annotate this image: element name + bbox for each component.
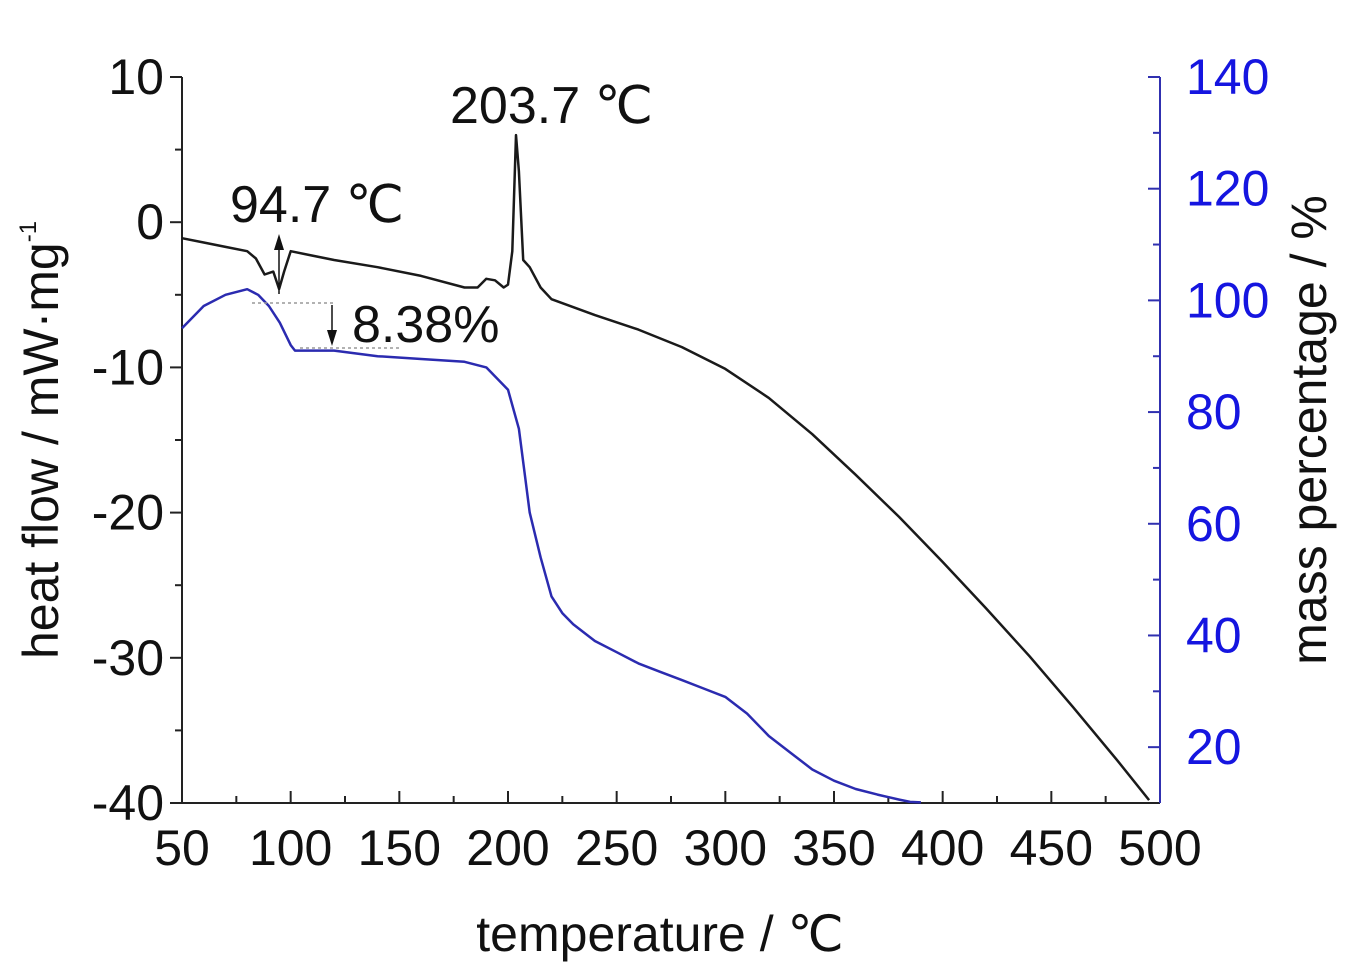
right-y-tick-label: 100: [1186, 272, 1269, 328]
left-y-tick-label: -30: [92, 630, 164, 686]
x-tick-label: 200: [466, 820, 549, 876]
x-tick-label: 300: [684, 820, 767, 876]
x-tick-label: 450: [1010, 820, 1093, 876]
right-y-tick-label: 80: [1186, 384, 1242, 440]
mass-percentage-series-line: [181, 287, 921, 804]
left-y-axis-title: heat flow / mW·mg-1: [13, 221, 69, 659]
x-tick-label: 100: [249, 820, 332, 876]
x-tick-label: 250: [575, 820, 658, 876]
right-y-tick-label: 40: [1186, 607, 1242, 663]
mass-loss-arrow-icon: [327, 330, 337, 346]
x-tick-label: 350: [792, 820, 875, 876]
left-y-tick-label: -40: [92, 775, 164, 831]
x-tick-label: 50: [154, 820, 210, 876]
right-y-tick-label: 20: [1186, 719, 1242, 775]
right-y-axis-title: mass percentage / %: [1281, 195, 1337, 665]
left-y-axis-ticks: 10 0 -10 -20 -30 -40: [92, 49, 182, 831]
x-axis-title: temperature / ℃: [476, 906, 843, 962]
right-y-tick-label: 60: [1186, 496, 1242, 552]
left-y-tick-label: -20: [92, 485, 164, 541]
left-y-axis-title-main: heat flow / mW·mg: [13, 242, 69, 659]
annotation-peak-94: 94.7 ℃: [230, 176, 404, 234]
right-y-axis-ticks: 140 120 100 80 60 40 20: [1148, 49, 1269, 804]
annotation-peak-203: 203.7 ℃: [450, 77, 653, 135]
heat-flow-series-line: [181, 133, 1151, 801]
peak-94-arrow-icon: [274, 234, 284, 250]
left-y-tick-label: -10: [92, 339, 164, 395]
x-tick-label: 150: [358, 820, 441, 876]
right-y-tick-label: 140: [1186, 49, 1269, 105]
x-tick-label: 500: [1118, 820, 1201, 876]
x-axis-ticks: 50 100 150 200 250 300 350 400 450 500: [154, 791, 1202, 876]
right-y-tick-label: 120: [1186, 161, 1269, 217]
left-y-tick-label: 0: [136, 194, 164, 250]
left-y-tick-label: 10: [108, 49, 164, 105]
x-tick-label: 400: [901, 820, 984, 876]
annotation-mass-loss: 8.38%: [352, 296, 499, 354]
left-y-axis-title-superscript: -1: [15, 221, 42, 242]
